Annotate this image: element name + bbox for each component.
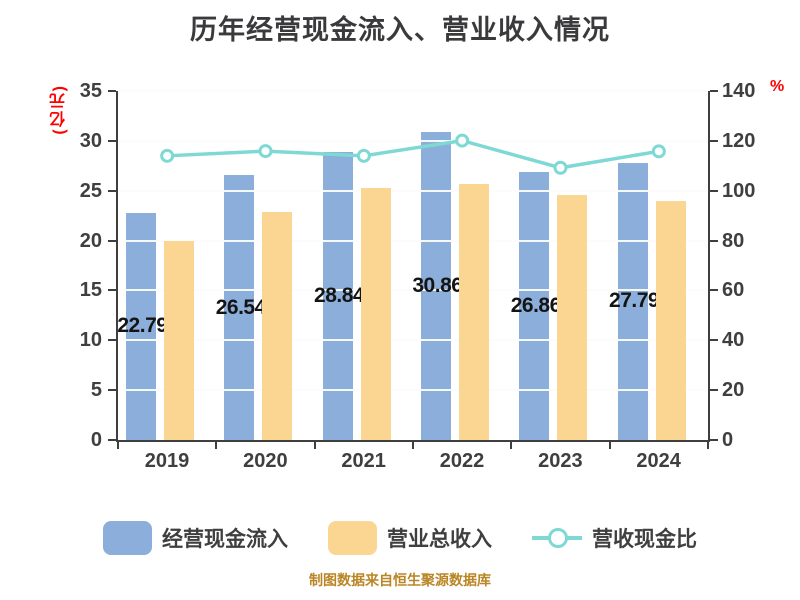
right-axis-tick-label: 120 bbox=[722, 129, 756, 152]
left-axis-tick-label: 5 bbox=[90, 379, 102, 402]
x-axis-tick bbox=[215, 440, 218, 449]
left-axis-tick-label: 10 bbox=[79, 329, 102, 352]
cash-inflow-bar bbox=[224, 175, 255, 440]
right-axis-line bbox=[708, 91, 710, 442]
cash-inflow-swatch bbox=[103, 521, 152, 555]
gridline-over-bars bbox=[118, 289, 708, 292]
ratio-line-marker bbox=[455, 133, 470, 148]
ratio-line-marker bbox=[160, 148, 175, 163]
left-axis-tick bbox=[108, 189, 116, 192]
right-axis-tick bbox=[710, 439, 718, 441]
x-axis-tick bbox=[707, 440, 709, 449]
legend-label: 经营现金流入 bbox=[162, 528, 288, 551]
bar-value-label: 30.868 bbox=[412, 274, 474, 298]
cash-inflow-bar bbox=[126, 212, 156, 440]
data-source-caption: 制图数据来自恒生聚源数据库 bbox=[309, 572, 491, 588]
cash-inflow-bar bbox=[421, 132, 451, 440]
ratio-line-layer bbox=[160, 133, 666, 175]
left-axis-tick bbox=[108, 289, 116, 292]
chart-title: 历年经营现金流入、营业收入情况 bbox=[190, 15, 610, 45]
ratio-line-marker bbox=[356, 148, 371, 163]
gridline-over-bars bbox=[118, 139, 708, 142]
x-axis-tick bbox=[412, 440, 414, 449]
ratio-line-marker bbox=[651, 144, 666, 159]
legend-item-cash-inflow: 经营现金流入 bbox=[103, 521, 288, 555]
x-axis-label: 2019 bbox=[144, 450, 190, 472]
ratio-line bbox=[167, 138, 660, 170]
x-axis-label: 2022 bbox=[439, 450, 485, 472]
left-axis-line bbox=[116, 91, 118, 442]
right-axis-tick bbox=[710, 239, 718, 242]
gridline-over-bars bbox=[118, 189, 708, 192]
right-axis-tick-label: 100 bbox=[722, 179, 756, 202]
x-axis-tick bbox=[608, 440, 611, 449]
cash-inflow-bar bbox=[617, 162, 648, 440]
right-axis-tick-label: 80 bbox=[722, 229, 745, 252]
gridline-over-bars bbox=[118, 389, 708, 392]
revenue-bar bbox=[459, 183, 489, 440]
ratio-line-icon-marker bbox=[548, 528, 568, 548]
left-axis-tick bbox=[108, 389, 116, 392]
bar-value-label: 26.860 bbox=[510, 294, 573, 318]
x-axis-label: 2021 bbox=[341, 450, 386, 472]
ratio-line-icon bbox=[532, 521, 582, 555]
x-axis-tick bbox=[117, 440, 119, 449]
right-axis-tick bbox=[710, 389, 718, 392]
right-axis-tick-label: 140 bbox=[722, 80, 756, 102]
cash-inflow-bar bbox=[519, 172, 550, 440]
revenue-bar bbox=[164, 240, 194, 440]
left-axis-tick bbox=[108, 339, 116, 342]
legend-label: 营收现金比 bbox=[592, 528, 697, 551]
gridline-over-bars bbox=[118, 339, 708, 342]
left-axis-tick-label: 20 bbox=[79, 229, 102, 252]
x-axis-tick bbox=[313, 440, 316, 449]
revenue-bar bbox=[557, 194, 588, 440]
right-axis-tick bbox=[710, 189, 718, 192]
x-axis-label: 2020 bbox=[243, 450, 288, 472]
revenue-bar bbox=[262, 211, 293, 440]
right-axis-tick-label: 0 bbox=[722, 429, 734, 451]
bar-value-label: 28.840 bbox=[314, 284, 376, 308]
revenue-swatch bbox=[328, 521, 377, 555]
right-axis-unit-label: % bbox=[770, 78, 785, 95]
right-axis-tick bbox=[710, 139, 718, 142]
right-axis-tick-label: 40 bbox=[722, 329, 745, 352]
left-axis-tick-label: 15 bbox=[79, 279, 102, 302]
x-axis-label: 2023 bbox=[538, 450, 583, 472]
legend-label: 营业总收入 bbox=[387, 528, 492, 551]
legend-item-revenue: 营业总收入 bbox=[328, 521, 492, 555]
left-axis-tick-label: 25 bbox=[79, 179, 102, 202]
left-axis-tick bbox=[108, 239, 116, 242]
right-axis-tick bbox=[710, 339, 718, 342]
left-axis-tick bbox=[108, 439, 116, 441]
plot-area: 22.790 26.543 28.840 30.868 26.860 27.791 bbox=[117, 90, 708, 440]
gridline-over-bars bbox=[118, 90, 708, 92]
left-axis-tick-label: 30 bbox=[79, 129, 102, 152]
ratio-line-marker bbox=[553, 160, 568, 175]
ratio-line-marker bbox=[258, 144, 273, 159]
bar-value-label: 26.543 bbox=[215, 295, 278, 319]
right-axis-tick bbox=[710, 289, 718, 292]
left-axis-tick-label: 35 bbox=[79, 80, 102, 102]
legend-item-ratio: 营收现金比 bbox=[532, 521, 697, 555]
right-axis-tick-label: 20 bbox=[722, 379, 745, 402]
right-axis-tick-label: 60 bbox=[722, 279, 745, 302]
left-axis-tick bbox=[108, 90, 116, 92]
gridline-over-bars bbox=[118, 239, 708, 242]
revenue-bar bbox=[360, 187, 391, 440]
left-axis-tick bbox=[108, 139, 116, 142]
right-axis-tick bbox=[710, 90, 718, 92]
x-axis-label: 2024 bbox=[636, 450, 681, 472]
chart-legend: 经营现金流入 营业总收入 营收现金比 bbox=[0, 521, 800, 555]
bar-value-label: 22.790 bbox=[117, 314, 179, 338]
left-axis-tick-label: 0 bbox=[90, 429, 102, 451]
x-axis-tick bbox=[510, 440, 513, 449]
revenue-bar bbox=[655, 200, 686, 440]
bar-value-label: 27.791 bbox=[609, 289, 671, 313]
cash-inflow-bar bbox=[322, 152, 353, 440]
